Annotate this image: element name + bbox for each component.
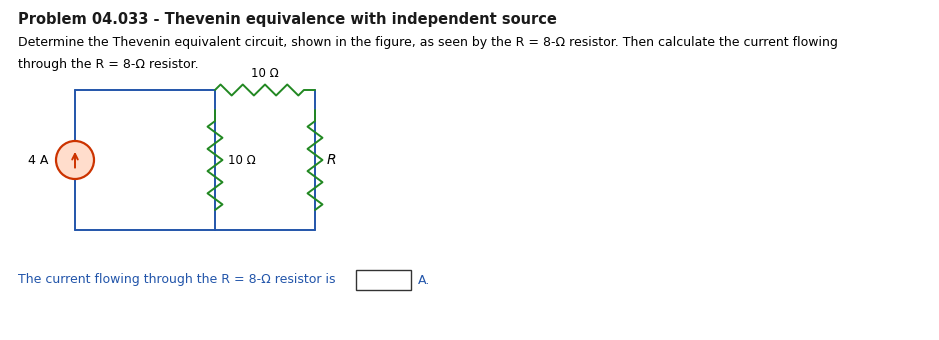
Text: 10 Ω: 10 Ω bbox=[228, 153, 255, 167]
Text: The current flowing through the R = 8-Ω resistor is: The current flowing through the R = 8-Ω … bbox=[18, 273, 335, 287]
Text: Problem 04.033 - Thevenin equivalence with independent source: Problem 04.033 - Thevenin equivalence wi… bbox=[18, 12, 557, 27]
Text: R: R bbox=[327, 153, 336, 167]
Circle shape bbox=[56, 141, 94, 179]
Text: Determine the Thevenin equivalent circuit, shown in the figure, as seen by the R: Determine the Thevenin equivalent circui… bbox=[18, 36, 838, 49]
Text: 10 Ω: 10 Ω bbox=[251, 67, 279, 80]
FancyBboxPatch shape bbox=[356, 270, 411, 290]
Text: A.: A. bbox=[418, 273, 430, 287]
Text: through the R = 8-Ω resistor.: through the R = 8-Ω resistor. bbox=[18, 58, 199, 71]
Text: 4 A: 4 A bbox=[27, 153, 48, 167]
